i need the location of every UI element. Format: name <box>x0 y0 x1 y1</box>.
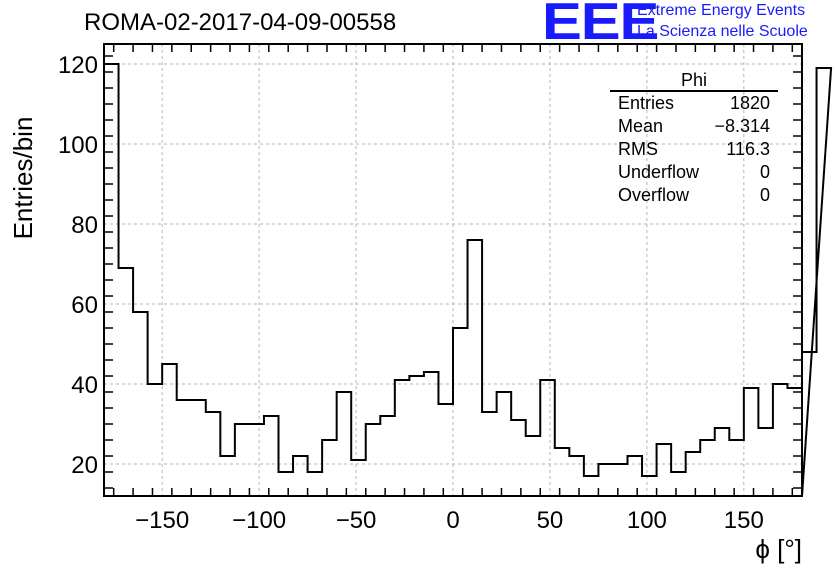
histogram-bin <box>206 412 221 496</box>
histogram-bin <box>773 384 788 496</box>
x-tick-label: −50 <box>336 507 377 534</box>
x-tick-label: −100 <box>232 507 286 534</box>
x-tick-label: −150 <box>135 507 189 534</box>
histogram-bin <box>162 364 177 496</box>
histogram-bin <box>468 240 483 496</box>
histogram-bin <box>584 476 599 496</box>
histogram-bin <box>802 352 817 496</box>
y-tick-label: 120 <box>58 52 98 79</box>
histogram-bin <box>642 476 657 496</box>
histogram-bin <box>438 404 453 496</box>
histogram-bin <box>729 440 744 496</box>
stats-value: 0 <box>759 185 770 205</box>
histogram-bin <box>613 464 628 496</box>
histogram-bin <box>308 472 323 496</box>
histogram-bin <box>235 424 250 496</box>
histogram-bin <box>686 452 701 496</box>
histogram-bin <box>497 392 512 496</box>
histogram-bin <box>482 412 497 496</box>
histogram-bin <box>511 420 526 496</box>
histogram-bin <box>351 460 366 496</box>
stats-label: Mean <box>618 116 664 136</box>
histogram-bin <box>526 436 541 496</box>
histogram-bin <box>671 472 686 496</box>
histogram-bin <box>337 392 352 496</box>
stats-title: Phi <box>610 70 778 92</box>
histogram-bin <box>133 312 148 496</box>
histogram-bin <box>395 380 410 496</box>
x-axis-label: ϕ [°] <box>755 534 802 564</box>
y-axis-label: Entries/bin <box>8 117 38 240</box>
histogram-bin <box>366 424 381 496</box>
stats-value: 0 <box>759 162 770 182</box>
histogram-bin <box>700 440 715 496</box>
histogram-bin <box>380 416 395 496</box>
y-tick-label: 80 <box>71 212 98 239</box>
histogram-bin <box>555 448 570 496</box>
tick-labels: −150 −100 −50 0 50 100 150 20 40 60 80 100 120 <box>58 52 764 534</box>
org-name-line1: Extreme Energy Events <box>637 2 806 19</box>
x-tick-label: 0 <box>446 507 459 534</box>
chart-title: ROMA-02-2017-04-09-00558 <box>84 9 397 36</box>
histogram-bin <box>657 444 672 496</box>
stats-value: 116.3 <box>726 139 770 159</box>
y-tick-label: 100 <box>58 132 98 159</box>
stats-row-underflow: Underflow 0 <box>610 161 778 184</box>
histogram-bin <box>264 416 279 496</box>
y-tick-label: 60 <box>71 292 98 319</box>
histogram-bin <box>569 456 584 496</box>
histogram-bin <box>453 328 468 496</box>
histogram-bin <box>409 376 424 496</box>
stats-row-entries: Entries 1820 <box>610 92 778 115</box>
histogram-bin <box>249 424 264 496</box>
plot-frame <box>103 43 803 497</box>
stats-value: −8.314 <box>714 116 770 136</box>
stats-value: 1820 <box>729 93 770 113</box>
eee-logo: EEE <box>542 0 659 51</box>
stats-label: Entries <box>618 93 675 113</box>
histogram-bin <box>628 456 643 496</box>
histogram-bin <box>817 68 832 496</box>
histogram-bin <box>177 400 192 496</box>
stats-row-mean: Mean −8.314 <box>610 115 778 138</box>
y-tick-label: 20 <box>71 452 98 479</box>
org-name-line2: La Scienza nelle Scuole <box>637 23 808 40</box>
histogram-bin <box>322 440 337 496</box>
stats-box: Phi Entries 1820 Mean −8.314 RMS 116.3 U… <box>610 70 778 207</box>
x-tick-label: 50 <box>537 507 564 534</box>
stats-label: Overflow <box>618 185 690 205</box>
histogram-bin <box>293 456 308 496</box>
stats-row-overflow: Overflow 0 <box>610 184 778 207</box>
histogram-bin <box>744 388 759 496</box>
axis-ticks <box>104 44 802 496</box>
y-tick-label: 40 <box>71 372 98 399</box>
stats-row-rms: RMS 116.3 <box>610 138 778 161</box>
histogram-line <box>103 63 833 497</box>
stats-label: Underflow <box>618 162 700 182</box>
histogram-bin <box>715 428 730 496</box>
histogram-bin <box>598 464 613 496</box>
histogram-bin <box>424 372 439 496</box>
histogram-bin <box>191 400 206 496</box>
histogram-bin <box>119 268 134 496</box>
histogram-bin <box>279 472 294 496</box>
histogram-bin <box>758 428 773 496</box>
x-tick-label: 150 <box>724 507 764 534</box>
histogram-bin <box>787 388 802 496</box>
histogram-bin <box>220 456 235 496</box>
stats-label: RMS <box>618 139 658 159</box>
histogram-bin <box>540 380 555 496</box>
x-tick-label: 100 <box>627 507 667 534</box>
histogram-bin <box>148 384 163 496</box>
